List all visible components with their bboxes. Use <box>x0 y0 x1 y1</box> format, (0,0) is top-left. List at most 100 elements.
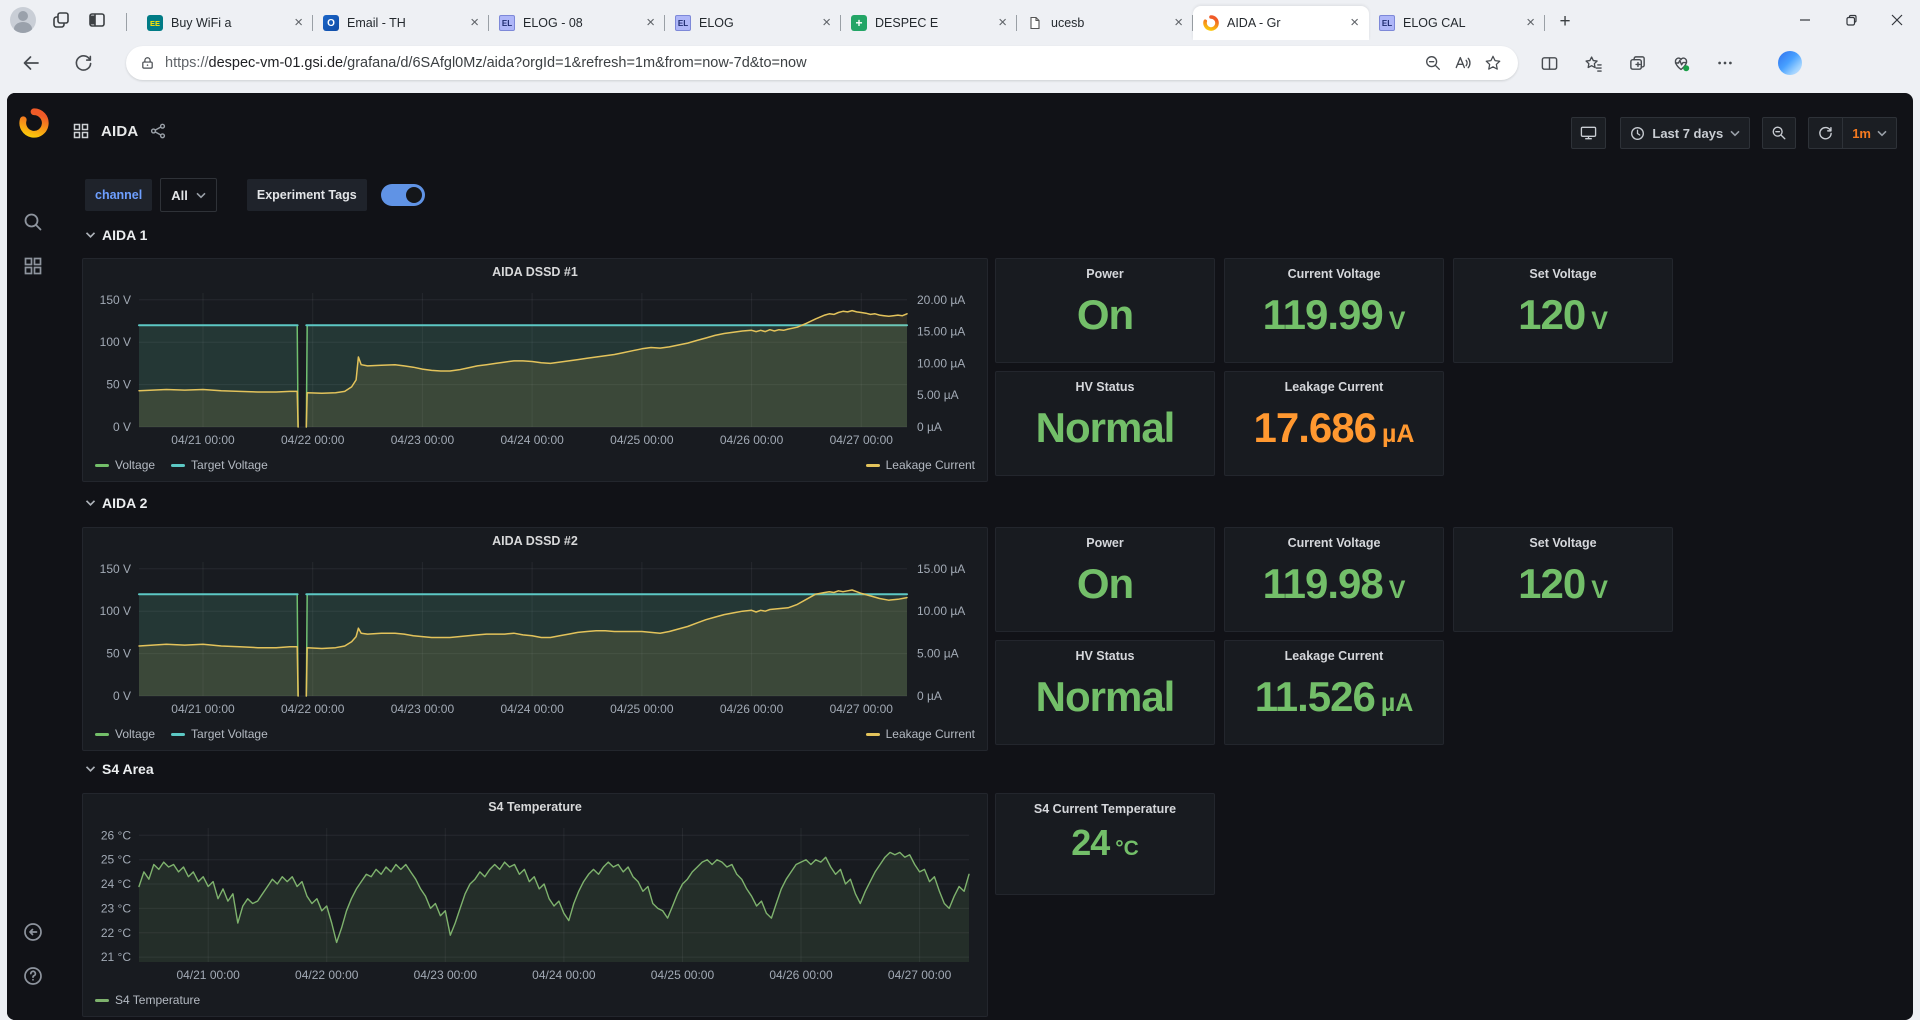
svg-text:26 °C: 26 °C <box>101 828 131 842</box>
elog-favicon: EL <box>675 15 691 31</box>
svg-text:04/27 00:00: 04/27 00:00 <box>830 433 894 447</box>
stat-value: On <box>996 560 1214 608</box>
split-screen-icon[interactable] <box>1532 46 1566 80</box>
variable-channel-select[interactable]: All <box>160 178 217 212</box>
browser-tab-active[interactable]: AIDA - Gr × <box>1193 6 1369 40</box>
sign-in-icon[interactable] <box>20 919 46 945</box>
panel-title[interactable]: S4 Temperature <box>83 800 987 814</box>
svg-text:04/26 00:00: 04/26 00:00 <box>720 702 784 716</box>
site-security-lock-icon[interactable] <box>140 55 155 71</box>
refresh-interval-select[interactable]: 1m <box>1843 118 1896 148</box>
browser-tab[interactable]: ucesb × <box>1017 6 1193 40</box>
stat-value: 120V <box>1454 560 1672 608</box>
tab-close-icon[interactable]: × <box>468 16 481 30</box>
stat-title[interactable]: Leakage Current <box>1225 649 1443 663</box>
legend-item[interactable]: Leakage Current <box>866 458 975 472</box>
legend-item[interactable]: S4 Temperature <box>95 993 200 1007</box>
section-header-s4-area[interactable]: S4 Area <box>85 761 154 777</box>
stat-value: 11.526µA <box>1225 673 1443 721</box>
time-range-picker[interactable]: Last 7 days <box>1620 117 1750 149</box>
chart-legend: S4 Temperature <box>95 990 975 1010</box>
stat-title[interactable]: Power <box>996 536 1214 550</box>
refresh-button[interactable] <box>66 46 100 80</box>
elog-favicon: EL <box>1379 15 1395 31</box>
panel-title[interactable]: AIDA DSSD #2 <box>83 534 987 548</box>
search-icon[interactable] <box>20 209 46 235</box>
tab-close-icon[interactable]: × <box>996 16 1009 30</box>
browser-tab[interactable]: EL ELOG × <box>665 6 841 40</box>
tab-close-icon[interactable]: × <box>1524 16 1537 30</box>
browser-tab-bar: EE Buy WiFi a × O Email - TH × EL ELOG -… <box>0 0 1920 40</box>
stat-title[interactable]: Current Voltage <box>1225 267 1443 281</box>
back-button[interactable] <box>14 46 48 80</box>
stat-title[interactable]: Set Voltage <box>1454 267 1672 281</box>
stat-panel-hv-status-1: HV Status Normal <box>995 371 1215 476</box>
stat-title[interactable]: Set Voltage <box>1454 536 1672 550</box>
browser-essentials-icon[interactable] <box>1664 46 1698 80</box>
zoom-out-button[interactable] <box>1762 117 1796 149</box>
chart-s4-temperature: 21 °C22 °C23 °C24 °C25 °C26 °C04/21 00:0… <box>91 822 981 986</box>
svg-text:04/21 00:00: 04/21 00:00 <box>171 433 235 447</box>
stat-title[interactable]: Leakage Current <box>1225 380 1443 394</box>
refresh-dashboard-button[interactable] <box>1809 118 1842 148</box>
tab-close-icon[interactable]: × <box>820 16 833 30</box>
share-icon[interactable] <box>150 123 166 139</box>
svg-text:20.00 µA: 20.00 µA <box>917 293 965 307</box>
help-icon[interactable] <box>20 963 46 989</box>
stat-title[interactable]: S4 Current Temperature <box>996 802 1214 816</box>
stat-title[interactable]: Current Voltage <box>1225 536 1443 550</box>
tab-strip: EE Buy WiFi a × O Email - TH × EL ELOG -… <box>137 0 1545 40</box>
dashboards-icon[interactable] <box>20 253 46 279</box>
legend-item[interactable]: Leakage Current <box>866 727 975 741</box>
grafana-logo[interactable] <box>18 107 50 139</box>
browser-tab[interactable]: EL ELOG - 08 × <box>489 6 665 40</box>
section-header-aida2[interactable]: AIDA 2 <box>85 495 147 511</box>
favorites-icon[interactable] <box>1576 46 1610 80</box>
read-aloud-icon[interactable] <box>1448 48 1478 78</box>
tab-title: ucesb <box>1051 16 1164 30</box>
legend-item[interactable]: Voltage <box>95 458 155 472</box>
grafana-sidebar <box>7 93 61 1020</box>
favorite-star-icon[interactable] <box>1478 48 1508 78</box>
tab-close-icon[interactable]: × <box>292 16 305 30</box>
vertical-tabs-icon[interactable] <box>86 9 108 31</box>
chart-dssd2: 0 V50 V100 V150 V0 µA5.00 µA10.00 µA15.0… <box>91 556 981 720</box>
browser-tab[interactable]: O Email - TH × <box>313 6 489 40</box>
page-zoom-out-icon[interactable] <box>1418 48 1448 78</box>
browser-tab[interactable]: EL ELOG CAL × <box>1369 6 1545 40</box>
svg-text:04/21 00:00: 04/21 00:00 <box>171 702 235 716</box>
tab-close-icon[interactable]: × <box>644 16 657 30</box>
stat-panel-leakage-current-2: Leakage Current 11.526µA <box>1224 640 1444 745</box>
svg-text:150 V: 150 V <box>100 293 131 307</box>
collections-icon[interactable] <box>1620 46 1654 80</box>
profile-avatar[interactable] <box>10 7 36 33</box>
legend-item[interactable]: Target Voltage <box>171 727 268 741</box>
stat-title[interactable]: HV Status <box>996 380 1214 394</box>
restore-button[interactable] <box>1828 0 1874 40</box>
workspaces-icon[interactable] <box>50 9 72 31</box>
stat-title[interactable]: HV Status <box>996 649 1214 663</box>
new-tab-button[interactable]: + <box>1551 8 1579 36</box>
stat-panel-current-voltage-2: Current Voltage 119.98V <box>1224 527 1444 632</box>
browser-tab[interactable]: EE Buy WiFi a × <box>137 6 313 40</box>
browser-tab[interactable]: + DESPEC E × <box>841 6 1017 40</box>
close-button[interactable] <box>1874 0 1920 40</box>
legend-item[interactable]: Voltage <box>95 727 155 741</box>
settings-more-icon[interactable] <box>1708 46 1742 80</box>
tab-close-icon[interactable]: × <box>1172 16 1185 30</box>
stat-title[interactable]: Power <box>996 267 1214 281</box>
address-bar[interactable]: https://despec-vm-01.gsi.de/grafana/d/6S… <box>126 46 1518 80</box>
panel-title[interactable]: AIDA DSSD #1 <box>83 265 987 279</box>
stat-panel-current-voltage-1: Current Voltage 119.99V <box>1224 258 1444 363</box>
minimize-button[interactable] <box>1782 0 1828 40</box>
dashboard-grid-icon[interactable] <box>73 123 89 139</box>
copilot-icon[interactable] <box>1778 51 1802 75</box>
section-header-aida1[interactable]: AIDA 1 <box>85 227 147 243</box>
legend-item[interactable]: Target Voltage <box>171 458 268 472</box>
tv-kiosk-button[interactable] <box>1571 117 1606 149</box>
url-text[interactable]: https://despec-vm-01.gsi.de/grafana/d/6S… <box>165 55 1418 71</box>
tab-close-icon[interactable]: × <box>1348 16 1361 30</box>
experiment-tags-toggle[interactable] <box>381 184 425 206</box>
svg-text:21 °C: 21 °C <box>101 950 131 964</box>
svg-text:100 V: 100 V <box>100 335 131 349</box>
